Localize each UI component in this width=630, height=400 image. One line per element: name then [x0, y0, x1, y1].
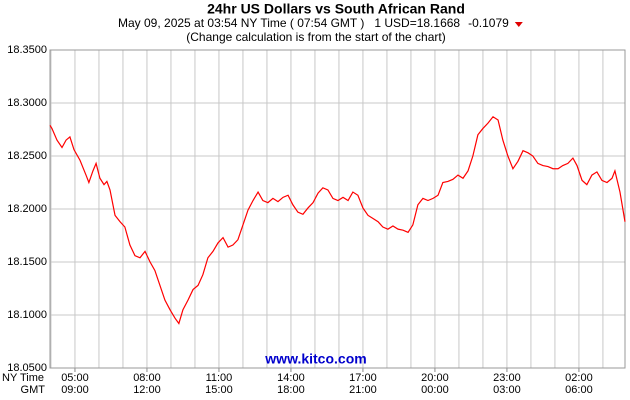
x-axis-label-ny: NY Time [2, 372, 44, 384]
y-tick-label: 18.0500 [7, 362, 47, 374]
x-tick-label: 20:00 [421, 372, 449, 384]
x-tick-label: 05:00 [61, 372, 89, 384]
x-tick-label-gmt: 06:00 [565, 384, 593, 396]
subtitle: May 09, 2025 at 03:54 NY Time ( 07:54 GM… [118, 16, 523, 30]
plot-border [49, 49, 626, 369]
x-tick-label-gmt: 18:00 [277, 384, 305, 396]
y-tick-label: 18.2500 [7, 150, 47, 162]
x-tick-label-gmt: 00:00 [421, 384, 449, 396]
x-tick-label: 02:00 [565, 372, 593, 384]
x-tick-label: 23:00 [493, 372, 521, 384]
x-tick-label-gmt: 15:00 [205, 384, 233, 396]
chart-title: 24hr US Dollars vs South African Rand [207, 1, 465, 17]
x-tick-label: 11:00 [206, 372, 233, 384]
source-link: www.kitco.com [264, 351, 366, 367]
down-arrow [514, 22, 523, 27]
x-tick-label-gmt: 12:00 [133, 384, 161, 396]
quote-price: 1 USD=18.1668 [374, 16, 460, 30]
x-axis-label-gmt: GMT [21, 384, 46, 396]
y-tick-label: 18.1500 [7, 256, 47, 268]
price-line [49, 115, 626, 325]
x-tick-label: 08:00 [133, 372, 161, 384]
quote-change: -0.1079 [468, 16, 509, 30]
x-tick-label-gmt: 21:00 [349, 384, 377, 396]
y-tick-label: 18.2000 [7, 203, 47, 215]
quote-time: May 09, 2025 at 03:54 NY Time ( 07:54 GM… [118, 16, 364, 30]
x-tick-label: 14:00 [277, 372, 305, 384]
y-tick-label: 18.1000 [7, 309, 47, 321]
x-tick-label: 17:00 [349, 372, 377, 384]
x-tick-label-gmt: 09:00 [61, 384, 89, 396]
chart-note: (Change calculation is from the start of… [186, 30, 445, 44]
y-tick-label: 18.3500 [7, 44, 47, 56]
x-tick-label-gmt: 03:00 [493, 384, 521, 396]
y-tick-label: 18.3000 [7, 97, 47, 109]
